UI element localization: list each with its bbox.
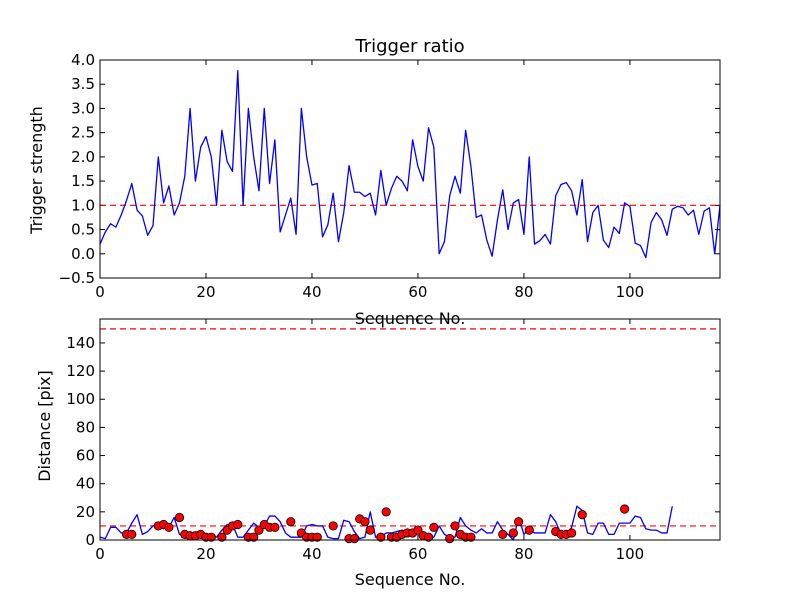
data-point-marker xyxy=(514,517,524,527)
trigger-ratio-chart: Trigger ratio Sequence No. Trigger stren… xyxy=(27,36,721,328)
data-point-marker xyxy=(376,532,386,542)
x-tick-label: 100 xyxy=(616,283,645,301)
tick-group: 0 20 40 60 80 100 −0.5 0.0 0.5 1.0 1.5 2.0 2.5 3.0 3.5… xyxy=(59,51,720,301)
chart-title: Trigger ratio xyxy=(354,36,464,57)
data-point-marker xyxy=(206,532,216,542)
y-tick-label: 120 xyxy=(66,362,95,380)
axes-frame xyxy=(99,59,721,279)
data-point-marker xyxy=(286,517,296,527)
data-point-marker xyxy=(445,533,455,544)
tick-group: 0 20 40 60 80 100 0 20 40 60 80 100 120 140 xyxy=(66,319,720,563)
data-point-marker xyxy=(498,529,508,539)
axes-frame xyxy=(99,318,721,541)
x-tick-label: 80 xyxy=(514,283,533,301)
x-tick-label: 20 xyxy=(196,283,215,301)
x-tick-label: 0 xyxy=(95,283,105,301)
y-tick-label: 1.0 xyxy=(71,196,95,214)
x-tick-label: 20 xyxy=(196,545,215,563)
x-axis-label: Sequence No. xyxy=(355,570,466,589)
y-tick-label: 100 xyxy=(66,390,95,408)
data-point-marker xyxy=(381,507,391,517)
y-axis-label: Distance [pix] xyxy=(35,370,54,482)
y-tick-label: 3.0 xyxy=(71,99,95,117)
data-point-marker xyxy=(349,533,359,544)
distance-chart: Sequence No. Distance [pix] 0 20 40 60 80 100… xyxy=(35,318,721,589)
data-point-marker xyxy=(524,525,534,535)
data-point-marker xyxy=(164,522,174,532)
data-point-marker xyxy=(312,532,322,542)
y-tick-label: 0 xyxy=(85,531,95,549)
data-point-marker xyxy=(423,532,434,542)
data-point-marker xyxy=(360,517,370,527)
x-tick-label: 60 xyxy=(408,545,427,563)
data-point-marker xyxy=(174,512,185,523)
y-tick-label: 2.5 xyxy=(71,124,95,142)
x-tick-label: 100 xyxy=(616,545,645,563)
y-tick-label: −0.5 xyxy=(59,269,95,287)
data-point-marker xyxy=(270,522,280,532)
data-point-marker xyxy=(466,532,476,542)
y-tick-label: 2.0 xyxy=(71,148,95,166)
data-point-marker xyxy=(508,528,518,538)
data-point-marker xyxy=(450,521,460,531)
y-tick-label: 20 xyxy=(76,503,95,521)
data-point-marker xyxy=(249,532,259,542)
x-tick-label: 80 xyxy=(514,545,533,563)
x-tick-label: 40 xyxy=(302,283,321,301)
series-line xyxy=(99,70,721,259)
x-tick-label: 40 xyxy=(302,545,321,563)
data-point-marker xyxy=(233,519,243,530)
plot-area xyxy=(99,328,720,544)
y-tick-label: 3.5 xyxy=(71,75,95,93)
x-tick-label: 60 xyxy=(408,283,427,301)
data-point-marker xyxy=(620,504,630,514)
y-tick-label: 4.0 xyxy=(71,51,95,69)
y-axis-label: Trigger strength xyxy=(27,106,46,235)
data-point-marker xyxy=(127,529,137,539)
data-point-marker xyxy=(254,525,264,535)
data-point-marker xyxy=(567,528,577,538)
y-tick-label: 80 xyxy=(76,418,95,436)
y-tick-label: 1.5 xyxy=(71,172,95,190)
data-point-marker xyxy=(365,525,375,535)
y-tick-label: 0.5 xyxy=(71,221,95,239)
x-tick-label: 0 xyxy=(95,545,105,563)
data-point-marker xyxy=(577,510,587,520)
plot-area xyxy=(99,70,721,259)
y-tick-label: 40 xyxy=(76,475,95,493)
y-tick-label: 0.0 xyxy=(71,245,95,263)
y-tick-label: 140 xyxy=(66,334,95,352)
data-point-marker xyxy=(429,522,439,532)
y-tick-label: 60 xyxy=(76,447,95,465)
data-point-marker xyxy=(413,525,423,535)
data-point-marker xyxy=(328,521,338,531)
data-point-marker xyxy=(217,532,227,542)
